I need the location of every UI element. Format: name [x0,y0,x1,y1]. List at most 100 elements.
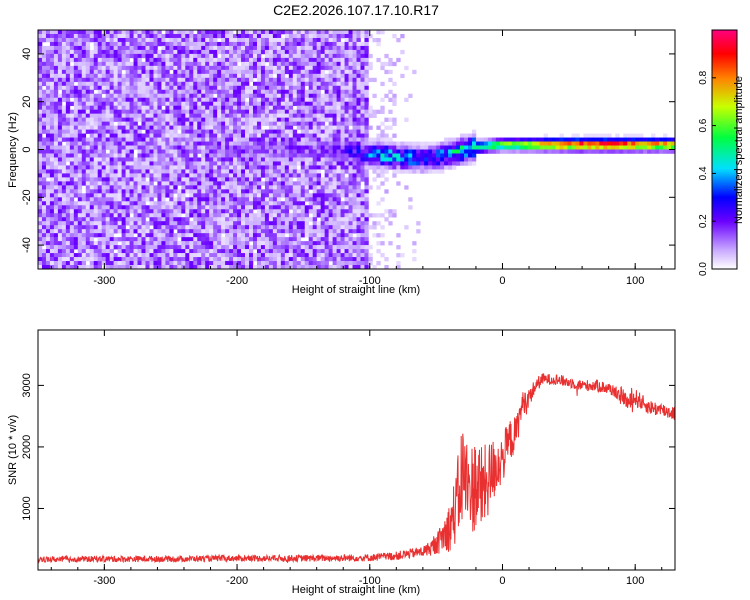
heatmap-cell [384,145,389,150]
heatmap-cell [324,97,329,102]
heatmap-cell [133,117,138,122]
heatmap-cell [272,145,278,150]
heatmap-cell [320,45,325,51]
heatmap-cell [49,30,55,35]
heatmap-cell [225,241,230,246]
heatmap-cell [324,153,329,158]
heatmap-cell [241,53,246,59]
heatmap-cell [336,41,341,47]
heatmap-cell [41,61,47,67]
heatmap-cell [129,37,134,43]
heatmap-cell [169,209,174,214]
heatmap-cell [161,93,166,99]
heatmap-cell [193,45,198,51]
heatmap-cell [256,45,262,51]
heatmap-cell [284,53,290,59]
heatmap-cell [284,217,290,222]
heatmap-cell [125,213,130,218]
heatmap-cell [205,85,210,91]
heatmap-cell [113,133,118,138]
heatmap-cell [316,105,321,110]
heatmap-cell [185,81,190,87]
heatmap-cell [93,169,99,174]
heatmap-cell [256,249,262,254]
heatmap-cell [153,133,158,138]
heatmap-cell [189,105,194,110]
heatmap-cell [141,85,146,91]
heatmap-cell [141,201,146,206]
heatmap-cell [300,97,306,102]
heatmap-cell [288,33,294,39]
heatmap-cell [304,177,310,182]
heatmap-cell [173,77,178,83]
heatmap-cell [284,241,290,246]
heatmap-cell [241,85,246,91]
heatmap-cell [197,89,202,95]
heatmap-cell [328,105,333,110]
heatmap-cell [249,169,254,174]
heatmap-cell [117,165,122,170]
heatmap-cell [225,221,230,226]
heatmap-cell [221,265,226,269]
heatmap-cell [205,69,210,75]
heatmap-cell [165,169,170,174]
heatmap-cell [256,253,262,258]
heatmap-cell [109,53,114,59]
heatmap-cell [336,141,341,146]
heatmap-cell [249,221,254,226]
heatmap-cell [312,201,317,206]
heatmap-cell [252,121,258,126]
heatmap-cell [97,41,102,47]
heatmap-cell [256,169,262,174]
heatmap-cell [81,45,87,51]
heatmap-cell [205,117,210,122]
heatmap-cell [340,65,345,71]
heatmap-cell [332,245,337,250]
heatmap-cell [177,221,182,226]
heatmap-cell [324,105,329,110]
heatmap-cell [288,213,294,218]
heatmap-cell [233,153,238,158]
heatmap-cell [292,165,298,170]
heatmap-cell [61,97,67,102]
heatmap-cell [161,169,166,174]
heatmap-cell [77,57,83,63]
heatmap-cell [157,81,162,87]
heatmap-cell [65,105,71,110]
heatmap-cell [137,261,142,266]
heatmap-cell [105,121,110,126]
heatmap-cell [61,217,67,222]
heatmap-cell [364,177,369,182]
heatmap-cell [217,33,222,39]
heatmap-cell [296,201,302,206]
heatmap-cell [340,121,345,126]
heatmap-cell [49,169,55,174]
heatmap-cell [308,109,314,114]
heatmap-cell [169,73,174,79]
heatmap-cell [376,145,381,150]
heatmap-cell [241,93,246,99]
heatmap-cell [117,77,122,83]
heatmap-cell [133,169,138,174]
heatmap-cell [284,117,290,122]
heatmap-cell [252,137,258,142]
heatmap-cell [348,169,353,174]
heatmap-cell [260,133,266,138]
heatmap-cell [153,37,158,43]
heatmap-cell [161,141,166,146]
heatmap-cell [181,105,186,110]
heatmap-cell [109,77,114,83]
heatmap-cell [245,61,250,67]
heatmap-cell [161,125,166,130]
heatmap-cell [280,245,286,250]
heatmap-cell [332,45,337,51]
heatmap-cell [205,89,210,95]
heatmap-cell [348,101,353,106]
heatmap-cell [65,181,71,186]
heatmap-cell [149,153,154,158]
heatmap-cell [85,221,91,226]
heatmap-cell [129,129,134,134]
heatmap-cell [352,257,357,262]
heatmap-cell [284,197,290,202]
heatmap-cell [189,161,194,166]
